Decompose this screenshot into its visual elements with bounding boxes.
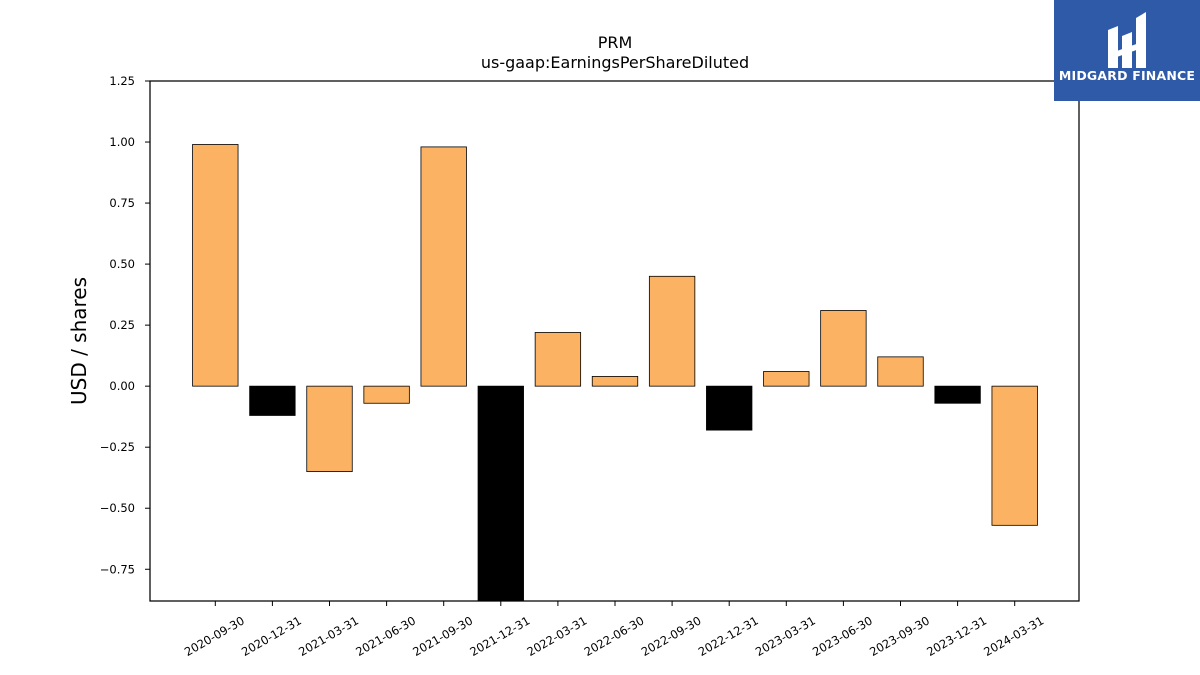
y-tick-label: 0.25 <box>109 318 135 332</box>
bar <box>763 371 810 387</box>
x-tick-label: 2024-03-31 <box>981 613 1046 659</box>
bar <box>706 385 753 431</box>
x-tick-label: 2022-12-31 <box>696 613 761 659</box>
y-tick-label: 0.50 <box>109 257 135 271</box>
y-tick-label: 0.75 <box>109 196 135 210</box>
bar <box>591 375 639 387</box>
bar <box>477 385 524 601</box>
x-tick-label: 2022-06-30 <box>582 613 647 659</box>
y-tick-label: −0.50 <box>100 501 135 515</box>
chart-title: PRM <box>598 33 633 52</box>
bar <box>934 385 981 404</box>
y-tick-label: −0.25 <box>100 440 135 454</box>
x-tick-label: 2023-09-30 <box>867 613 932 659</box>
x-tick-label: 2021-12-31 <box>467 613 532 659</box>
chart-subtitle: us-gaap:EarningsPerShareDiluted <box>481 53 749 72</box>
x-tick-label: 2020-09-30 <box>182 613 247 659</box>
bar <box>534 332 582 387</box>
x-tick-label: 2023-06-30 <box>810 613 875 659</box>
y-axis: −0.75 −0.50 −0.25 0.00 0.25 0.50 0.75 1.00 1.25 <box>100 74 150 576</box>
bar <box>249 385 296 416</box>
x-tick-label: 2023-03-31 <box>753 613 818 659</box>
x-tick-label: 2021-06-30 <box>353 613 418 659</box>
midgard-logo-icon <box>1108 12 1146 68</box>
plot-frame <box>149 80 1080 602</box>
bar <box>820 310 867 387</box>
x-tick-label: 2022-03-31 <box>525 613 590 659</box>
x-tick-label: 2021-09-30 <box>410 613 475 659</box>
bar <box>420 146 467 387</box>
bar <box>363 385 410 404</box>
bar <box>192 144 239 387</box>
y-tick-label: −0.75 <box>100 562 135 576</box>
bar <box>648 275 696 387</box>
bar <box>306 385 353 473</box>
bar <box>877 356 924 387</box>
x-tick-label: 2022-09-30 <box>639 613 704 659</box>
y-tick-label: 1.25 <box>109 74 135 88</box>
y-tick-label: 1.00 <box>109 135 135 149</box>
brand-logo: MIDGARD FINANCE <box>1054 0 1200 101</box>
y-axis-label: USD / shares <box>67 277 91 405</box>
brand-name: MIDGARD FINANCE <box>1058 68 1196 83</box>
y-tick-label: 0.00 <box>109 379 135 393</box>
x-tick-label: 2023-12-31 <box>924 613 989 659</box>
bars-layer <box>192 144 1038 601</box>
bar <box>991 385 1038 526</box>
x-tick-label: 2021-03-31 <box>296 613 361 659</box>
x-tick-label: 2020-12-31 <box>239 613 304 659</box>
x-axis: 2020-09-302020-12-312021-03-312021-06-30… <box>182 601 1046 659</box>
